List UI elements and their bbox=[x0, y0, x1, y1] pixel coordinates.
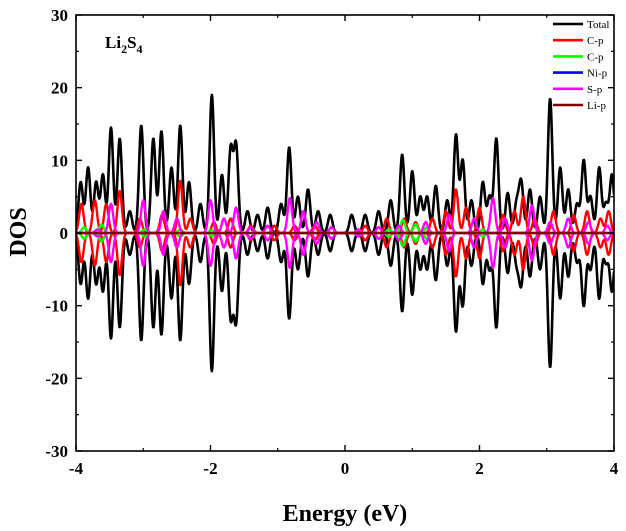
y-tick-label: -10 bbox=[45, 297, 68, 316]
x-tick-label: 0 bbox=[341, 459, 350, 478]
x-axis-title: Energy (eV) bbox=[283, 501, 408, 527]
legend-label: Ni-p bbox=[587, 68, 608, 80]
legend-item-li-p: Li-p bbox=[553, 100, 606, 112]
legend-label: C-p bbox=[587, 35, 604, 47]
legend-label: S-p bbox=[587, 84, 603, 96]
annot-sub-4: 4 bbox=[137, 42, 143, 56]
legend-item-c-p: C-p bbox=[553, 51, 604, 63]
y-tick-label: -20 bbox=[45, 369, 68, 388]
legend-item-s-p: S-p bbox=[553, 84, 603, 96]
legend-item-c-p: C-p bbox=[553, 35, 604, 47]
legend-item-ni-p: Ni-p bbox=[553, 68, 608, 80]
y-tick-label: 10 bbox=[51, 151, 68, 170]
series-line-s-p-down bbox=[76, 231, 614, 270]
x-tick-label: -2 bbox=[203, 459, 217, 478]
y-tick-label: 0 bbox=[60, 224, 69, 243]
legend: Total C-p C-p Ni-p S-p Li-p bbox=[553, 19, 609, 112]
annot-sub-2: 2 bbox=[121, 42, 127, 56]
y-axis-title: DOS bbox=[6, 207, 32, 256]
annot-li: Li bbox=[105, 33, 121, 52]
legend-label: Total bbox=[587, 19, 609, 31]
x-tick-label: 2 bbox=[475, 459, 484, 478]
annot-s: S bbox=[127, 33, 136, 52]
y-tick-label: -30 bbox=[45, 442, 68, 461]
compound-annotation: Li2S4 bbox=[105, 33, 143, 56]
y-tick-label: 20 bbox=[51, 79, 68, 98]
legend-item-total: Total bbox=[553, 19, 609, 31]
y-tick-label: 30 bbox=[51, 6, 68, 25]
plot-area bbox=[76, 93, 614, 373]
legend-label: Li-p bbox=[587, 100, 606, 112]
x-tick-label: 4 bbox=[610, 459, 619, 478]
series-line-s-p-up bbox=[76, 196, 614, 235]
x-tick-label: -4 bbox=[69, 459, 84, 478]
legend-label: C-p bbox=[587, 51, 604, 63]
